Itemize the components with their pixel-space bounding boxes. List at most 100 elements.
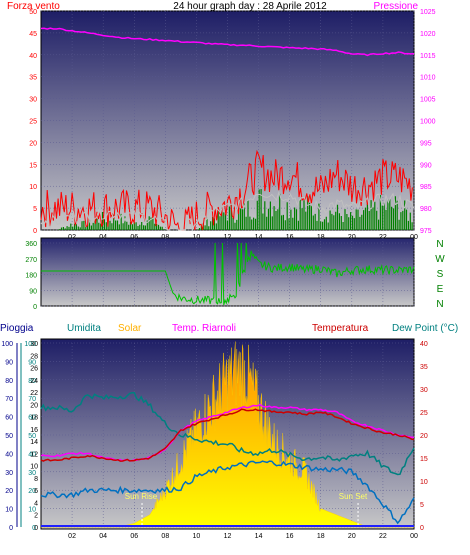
umidita-series: [40, 392, 415, 476]
direction-compass-label: N: [436, 299, 443, 310]
temperatura-tick-label: 0: [420, 525, 424, 532]
direction-compass-label: W: [435, 254, 445, 265]
chart-title: 24 hour graph day : 28 Aprile 2012: [173, 1, 327, 12]
solar-tick-label: 30: [30, 341, 38, 348]
pressure-tick-label: 1015: [420, 53, 436, 60]
wind-direction-series: [41, 242, 415, 306]
temperatura-legend: Temperatura: [312, 323, 369, 334]
wind-tick-label: 50: [29, 9, 37, 16]
wind-tick-label: 10: [29, 184, 37, 191]
direction-tick-label: 360: [25, 241, 37, 248]
solar-legend: Solar: [118, 323, 142, 334]
direction-compass-label: N: [436, 239, 443, 250]
pioggia-tick-label: 20: [5, 488, 13, 495]
umidita-tick-label: 70: [28, 396, 36, 403]
pioggia-tick-label: 30: [5, 470, 13, 477]
direction-tick-label: 90: [29, 288, 37, 295]
temp-riarnoli-legend: Temp. Riarnoli: [172, 323, 236, 334]
x-tick-label: 16: [286, 533, 294, 540]
temperatura-tick-label: 15: [420, 456, 428, 463]
pioggia-tick-label: 80: [5, 378, 13, 385]
solar-tick-label: 0: [34, 525, 38, 532]
umidita-tick-label: 60: [28, 415, 36, 422]
pioggia-tick-label: 90: [5, 359, 13, 366]
pressure-tick-label: 1000: [420, 119, 436, 126]
wind-tick-label: 45: [29, 31, 37, 38]
x-tick-label: 06: [130, 533, 138, 540]
pressure-tick-label: 995: [420, 140, 432, 147]
pressure-tick-label: 985: [420, 184, 432, 191]
pioggia-tick-label: 40: [5, 451, 13, 458]
pioggia-tick-label: 100: [1, 341, 13, 348]
temperatura-tick-label: 40: [420, 341, 428, 348]
temperatura-tick-label: 25: [420, 410, 428, 417]
gust-series: [57, 189, 413, 230]
pioggia-legend: Pioggia: [0, 323, 34, 334]
pressure-tick-label: 1010: [420, 75, 436, 82]
temperatura-tick-label: 20: [420, 433, 428, 440]
pressure-tick-label: 990: [420, 162, 432, 169]
pioggia-tick-label: 60: [5, 415, 13, 422]
umidita-tick-label: 80: [28, 378, 36, 385]
direction-tick-label: 0: [33, 304, 37, 311]
temperatura-series: [40, 408, 415, 462]
umidita-legend: Umidita: [67, 323, 101, 334]
wind-tick-label: 5: [33, 206, 37, 213]
sunset-label: Sun Set: [339, 492, 368, 501]
umidita-tick-label: 20: [28, 488, 36, 495]
wind-axis-title: Forza vento: [7, 1, 60, 12]
wind-speed-series: [40, 149, 413, 231]
x-tick-label: 14: [255, 533, 263, 540]
x-tick-label: 12: [224, 533, 232, 540]
direction-tick-label: 180: [25, 273, 37, 280]
x-tick-label: 10: [193, 533, 201, 540]
pressure-tick-label: 1005: [420, 97, 436, 104]
solar-tick-label: 12: [30, 451, 38, 458]
umidita-tick-label: 30: [28, 470, 36, 477]
dew-point-series: [40, 460, 415, 525]
wind-tick-label: 25: [29, 119, 37, 126]
pressure-series: [40, 27, 415, 57]
temperatura-tick-label: 5: [420, 502, 424, 509]
solar-tick-label: 24: [30, 378, 38, 385]
x-tick-label: 04: [99, 533, 107, 540]
solar-tick-label: 28: [30, 353, 38, 360]
temperatura-tick-label: 35: [420, 364, 428, 371]
x-tick-label: 18: [317, 533, 325, 540]
direction-compass-label: S: [437, 269, 444, 280]
pioggia-tick-label: 0: [9, 525, 13, 532]
solar-tick-label: 20: [30, 402, 38, 409]
temperatura-tick-label: 10: [420, 479, 428, 486]
wind-tick-label: 0: [33, 228, 37, 235]
umidita-tick-label: 50: [28, 433, 36, 440]
solar-tick-label: 22: [30, 390, 38, 397]
solar-tick-label: 8: [34, 476, 38, 483]
solar-tick-label: 14: [30, 439, 38, 446]
direction-compass-label: E: [437, 284, 444, 295]
wind-average-series: [40, 190, 415, 232]
x-tick-label: 02: [68, 533, 76, 540]
solar-tick-label: 10: [30, 464, 38, 471]
solar-tick-label: 2: [34, 513, 38, 520]
x-tick-label: 00: [410, 533, 418, 540]
pressure-tick-label: 980: [420, 206, 432, 213]
pioggia-tick-label: 70: [5, 396, 13, 403]
sunrise-label: Sun Rise: [125, 492, 158, 501]
umidita-tick-label: 100: [24, 341, 36, 348]
solar-tick-label: 26: [30, 366, 38, 373]
wind-tick-label: 40: [29, 53, 37, 60]
wind-tick-label: 20: [29, 140, 37, 147]
x-tick-label: 08: [161, 533, 169, 540]
umidita-tick-label: 10: [28, 507, 36, 514]
x-tick-label: 20: [348, 533, 356, 540]
solar-tick-label: 18: [30, 415, 38, 422]
solar-tick-label: 4: [34, 500, 38, 507]
x-tick-label: 22: [379, 533, 387, 540]
wind-tick-label: 35: [29, 75, 37, 82]
temperatura-tick-label: 30: [420, 387, 428, 394]
umidita-tick-label: 0: [32, 525, 36, 532]
wind-tick-label: 30: [29, 97, 37, 104]
umidita-tick-label: 40: [28, 451, 36, 458]
